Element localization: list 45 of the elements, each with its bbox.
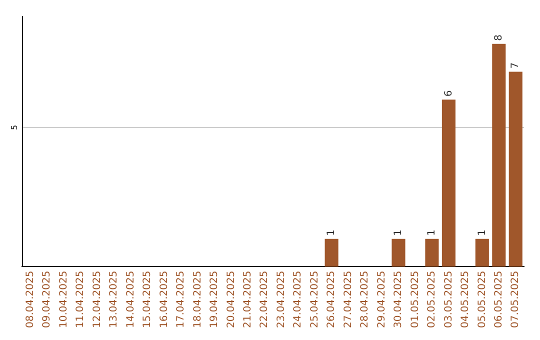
data-label: 7 <box>510 62 522 69</box>
x-tick-label: 16.04.2025 <box>158 270 170 328</box>
x-tick-label: 18.04.2025 <box>192 270 204 328</box>
x-tick-label: 30.04.2025 <box>393 270 404 328</box>
x-tick-label: 10.04.2025 <box>58 270 70 328</box>
x-tick-label: 08.04.2025 <box>24 270 36 328</box>
x-tick-label: 26.04.2025 <box>326 270 338 328</box>
x-tick-label: 15.04.2025 <box>142 270 154 328</box>
x-tick-label: 11.04.2025 <box>75 270 86 328</box>
x-tick-label: 06.05.2025 <box>493 270 504 328</box>
ref-line-label: 5 <box>10 124 20 130</box>
x-tick-label: 02.05.2025 <box>426 270 438 328</box>
x-tick-label: 04.05.2025 <box>460 270 472 328</box>
x-tick-label: 17.04.2025 <box>176 270 187 328</box>
x-tick-label: 20.04.2025 <box>226 270 237 328</box>
bar <box>492 44 506 267</box>
data-label: 1 <box>393 230 404 236</box>
data-label: 1 <box>476 230 488 236</box>
x-tick-label: 07.05.2025 <box>510 270 522 328</box>
data-label: 8 <box>493 34 504 41</box>
x-tick-label: 12.04.2025 <box>92 270 103 328</box>
x-tick-label: 28.04.2025 <box>360 270 371 328</box>
x-tick-label: 21.04.2025 <box>242 270 254 328</box>
bar <box>508 72 522 267</box>
x-tick-label: 01.05.2025 <box>410 270 421 328</box>
x-tick-label: 29.04.2025 <box>376 270 388 328</box>
x-tick-label: 03.05.2025 <box>443 270 454 328</box>
x-tick-label: 19.04.2025 <box>209 270 220 328</box>
x-tick-label: 05.05.2025 <box>476 270 488 328</box>
data-label: 6 <box>443 90 454 97</box>
bar <box>425 238 439 267</box>
bar <box>442 100 456 267</box>
data-label: 1 <box>326 230 338 236</box>
x-tick-label: 27.04.2025 <box>342 270 354 328</box>
bar <box>475 238 489 267</box>
x-tick-label: 23.04.2025 <box>276 270 287 328</box>
x-tick-label: 13.04.2025 <box>108 270 120 328</box>
bar <box>392 238 406 267</box>
data-label: 1 <box>426 230 438 236</box>
x-tick-label: 24.04.2025 <box>292 270 304 328</box>
x-tick-label: 22.04.2025 <box>259 270 270 328</box>
x-tick-label: 25.04.2025 <box>309 270 320 328</box>
bar <box>324 238 338 267</box>
x-tick-label: 14.04.2025 <box>125 270 136 328</box>
x-tick-label: 09.04.2025 <box>42 270 53 328</box>
